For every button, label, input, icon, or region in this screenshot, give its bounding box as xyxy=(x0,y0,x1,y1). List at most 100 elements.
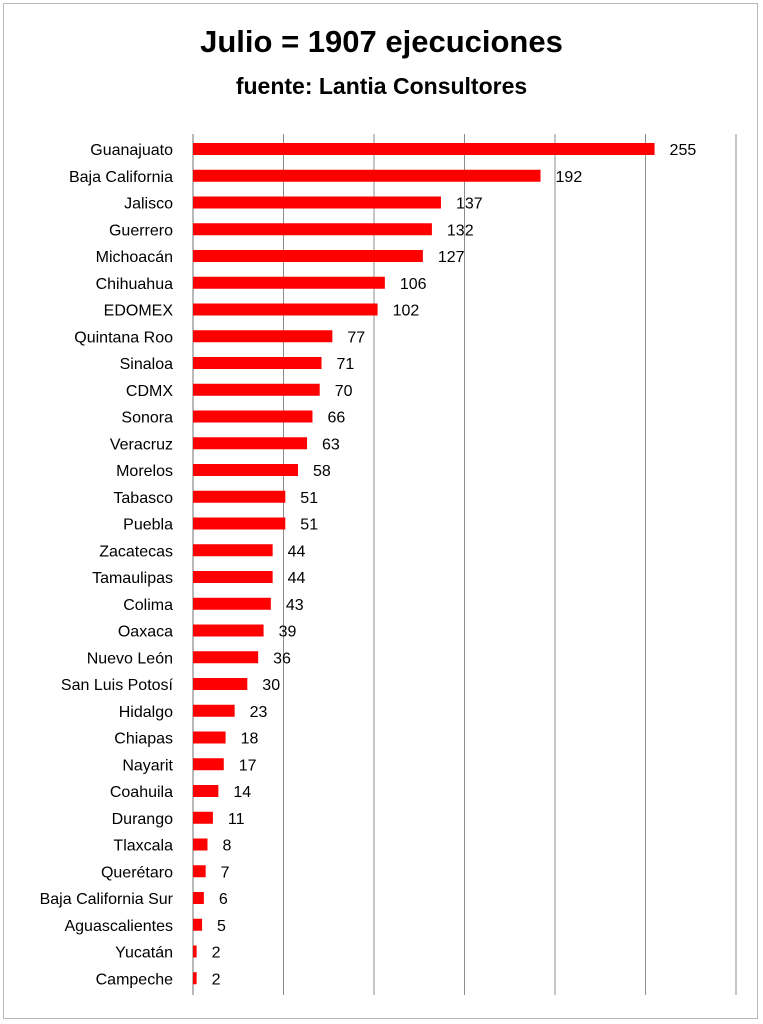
bar-baja-california xyxy=(193,169,541,182)
bar-aguascalientes xyxy=(193,918,203,931)
value-label-cdmx: 70 xyxy=(335,383,353,400)
value-label-queretaro: 7 xyxy=(221,864,230,881)
value-label-sinaloa: 71 xyxy=(337,356,355,373)
category-label-campeche: Campeche xyxy=(96,971,173,988)
bar-yucatan xyxy=(193,945,197,958)
category-label-quintana-roo: Quintana Roo xyxy=(74,329,173,346)
bar-chiapas xyxy=(193,731,226,744)
value-label-campeche: 2 xyxy=(212,971,221,988)
category-label-veracruz: Veracruz xyxy=(110,436,173,453)
bar-tlaxcala xyxy=(193,838,208,851)
value-label-oaxaca: 39 xyxy=(279,624,297,641)
bar-baja-california-sur xyxy=(193,892,204,904)
bar-queretaro xyxy=(193,865,206,878)
value-label-tamaulipas: 44 xyxy=(288,570,306,587)
bar-coahuila xyxy=(193,785,219,797)
category-label-morelos: Morelos xyxy=(116,463,173,480)
bar-michoacan xyxy=(193,250,423,262)
value-label-guerrero: 132 xyxy=(447,222,474,239)
category-label-nayarit: Nayarit xyxy=(122,757,173,774)
category-label-coahuila: Coahuila xyxy=(110,784,173,801)
bar-zacatecas xyxy=(193,544,273,557)
bar-quintana-roo xyxy=(193,330,333,343)
bar-hidalgo xyxy=(193,704,235,717)
bar-tabasco xyxy=(193,490,286,503)
bar-tamaulipas xyxy=(193,571,273,583)
category-label-chihuahua: Chihuahua xyxy=(96,276,174,293)
bar-oaxaca xyxy=(193,624,264,637)
value-label-nayarit: 17 xyxy=(239,757,257,774)
category-label-guerrero: Guerrero xyxy=(109,222,173,239)
category-label-san-luis-potosi: San Luis Potosí xyxy=(61,677,174,694)
value-label-michoacan: 127 xyxy=(438,249,465,266)
value-label-tlaxcala: 8 xyxy=(222,838,231,855)
category-label-baja-california-sur: Baja California Sur xyxy=(40,891,174,908)
value-label-nuevo-leon: 36 xyxy=(273,650,291,667)
bar-veracruz xyxy=(193,437,308,450)
bar-sonora xyxy=(193,410,313,423)
bar-san-luis-potosi xyxy=(193,678,248,690)
value-label-hidalgo: 23 xyxy=(250,704,268,721)
category-label-michoacan: Michoacán xyxy=(96,249,173,266)
category-label-oaxaca: Oaxaca xyxy=(118,624,173,641)
bars xyxy=(193,143,655,985)
value-label-morelos: 58 xyxy=(313,463,331,480)
category-label-sonora: Sonora xyxy=(121,410,173,427)
category-label-nuevo-leon: Nuevo León xyxy=(87,650,173,667)
category-label-hidalgo: Hidalgo xyxy=(119,704,173,721)
bar-guerrero xyxy=(193,223,432,236)
bar-nuevo-leon xyxy=(193,651,259,664)
bar-morelos xyxy=(193,464,298,476)
bar-sinaloa xyxy=(193,357,322,369)
category-label-guanajuato: Guanajuato xyxy=(90,142,173,159)
value-label-guanajuato: 255 xyxy=(670,142,697,159)
category-label-chiapas: Chiapas xyxy=(114,731,173,748)
bar-colima xyxy=(193,597,271,610)
category-label-tlaxcala: Tlaxcala xyxy=(113,838,173,855)
bar-nayarit xyxy=(193,758,224,771)
category-label-sinaloa: Sinaloa xyxy=(120,356,173,373)
value-label-baja-california: 192 xyxy=(556,169,583,186)
category-label-baja-california: Baja California xyxy=(69,169,173,186)
value-label-baja-california-sur: 6 xyxy=(219,891,228,908)
value-label-san-luis-potosi: 30 xyxy=(262,677,280,694)
category-label-queretaro: Querétaro xyxy=(101,864,173,881)
bar-guanajuato xyxy=(193,143,655,155)
value-label-yucatan: 2 xyxy=(212,945,221,962)
bar-jalisco xyxy=(193,196,441,209)
category-label-yucatan: Yucatán xyxy=(115,945,173,962)
category-label-cdmx: CDMX xyxy=(126,383,173,400)
category-label-aguascalientes: Aguascalientes xyxy=(64,918,173,935)
bar-puebla xyxy=(193,517,286,530)
category-label-durango: Durango xyxy=(112,811,173,828)
bar-edomex xyxy=(193,303,378,316)
value-label-puebla: 51 xyxy=(300,517,318,534)
value-label-quintana-roo: 77 xyxy=(347,329,365,346)
bar-durango xyxy=(193,811,213,824)
chart-title: Julio = 1907 ejecuciones xyxy=(200,24,563,59)
value-label-colima: 43 xyxy=(286,597,304,614)
category-label-edomex: EDOMEX xyxy=(104,303,174,320)
value-label-sonora: 66 xyxy=(327,410,345,427)
category-label-jalisco: Jalisco xyxy=(124,196,173,213)
bar-chihuahua xyxy=(193,276,385,289)
value-labels: 2551921371321271061027771706663585151444… xyxy=(212,142,697,988)
bar-campeche xyxy=(193,972,197,985)
value-label-chihuahua: 106 xyxy=(400,276,427,293)
chart-subtitle: fuente: Lantia Consultores xyxy=(235,73,528,99)
value-label-durango: 11 xyxy=(228,811,245,828)
category-label-puebla: Puebla xyxy=(123,517,173,534)
value-label-zacatecas: 44 xyxy=(288,543,306,560)
value-label-coahuila: 14 xyxy=(233,784,251,801)
value-label-edomex: 102 xyxy=(393,303,420,320)
category-label-zacatecas: Zacatecas xyxy=(99,543,173,560)
value-label-aguascalientes: 5 xyxy=(217,918,226,935)
category-label-colima: Colima xyxy=(123,597,173,614)
value-label-tabasco: 51 xyxy=(300,490,318,507)
bar-cdmx xyxy=(193,383,320,396)
category-label-tamaulipas: Tamaulipas xyxy=(92,570,173,587)
value-label-jalisco: 137 xyxy=(456,196,483,213)
category-label-tabasco: Tabasco xyxy=(113,490,173,507)
value-label-chiapas: 18 xyxy=(241,731,259,748)
